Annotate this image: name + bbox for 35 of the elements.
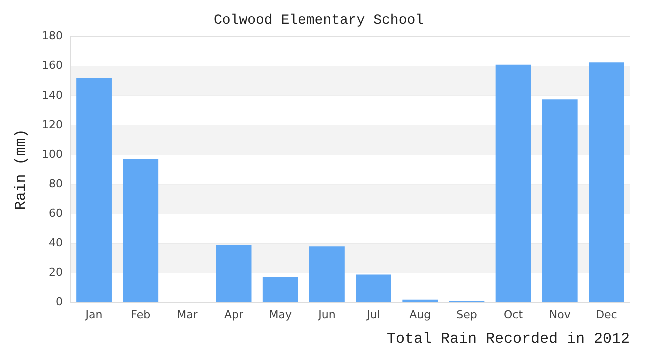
- x-tick-label: Oct: [504, 308, 524, 322]
- chart-title: Colwood Elementary School: [214, 13, 424, 30]
- bar: [76, 78, 112, 302]
- y-tick-label: 160: [42, 59, 63, 72]
- y-tick-label: 0: [56, 296, 63, 309]
- x-tick-label: Jul: [366, 308, 380, 322]
- bar: [542, 100, 578, 302]
- x-tick-label: Apr: [224, 308, 244, 322]
- y-tick-label: 60: [48, 206, 63, 220]
- y-axis-title: Rain (mm): [12, 129, 30, 210]
- x-tick-label: Jan: [84, 308, 103, 322]
- x-tick-label: May: [269, 308, 292, 322]
- bar: [216, 245, 252, 302]
- x-axis-title: Total Rain Recorded in 2012: [386, 330, 630, 348]
- x-tick-label: Jun: [318, 308, 336, 322]
- x-tick-label: Aug: [410, 308, 432, 322]
- y-tick-label: 100: [42, 148, 63, 161]
- y-tick-label: 140: [42, 88, 63, 102]
- x-tick-label: Sep: [456, 308, 478, 322]
- bar: [356, 274, 392, 302]
- bar: [402, 300, 438, 302]
- bar: [310, 246, 345, 302]
- bar: [496, 64, 532, 302]
- y-tick-label: 80: [48, 177, 63, 190]
- x-tick-label: Feb: [131, 308, 151, 322]
- x-tick-label: Dec: [596, 308, 618, 322]
- x-tick-label: Mar: [177, 308, 198, 322]
- y-tick-label: 120: [42, 118, 63, 132]
- bar: [589, 62, 624, 302]
- y-tick-label: 180: [42, 30, 63, 43]
- y-tick-label: 40: [48, 236, 63, 250]
- y-tick-label: 20: [48, 266, 63, 280]
- bar: [262, 276, 298, 302]
- bar: [123, 159, 159, 302]
- x-tick-label: Nov: [549, 308, 572, 322]
